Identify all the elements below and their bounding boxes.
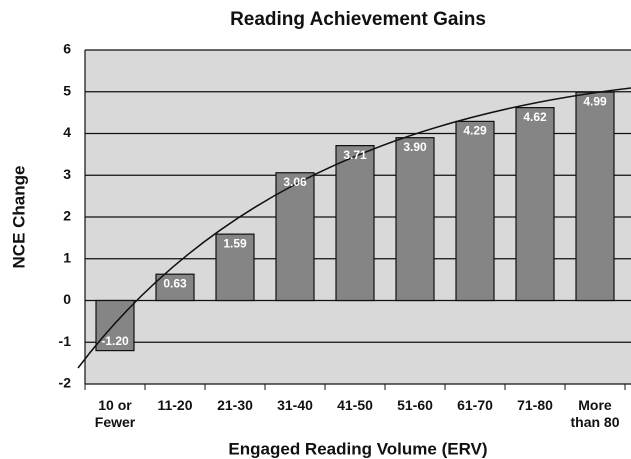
x-tick-label: 31-40 bbox=[277, 397, 313, 413]
labels: -2 -1 0 1 2 3 4 5 6 10 or Fewer -1.20 11-20 0.63 21-30… bbox=[59, 41, 620, 430]
x-tick-label: 71-80 bbox=[517, 397, 553, 413]
bar bbox=[275, 172, 315, 302]
value-label: 1.59 bbox=[223, 236, 247, 250]
bar bbox=[515, 107, 555, 302]
y-tick-label: 1 bbox=[63, 249, 71, 265]
y-tick-label: 0 bbox=[63, 291, 71, 307]
y-tick-label: 3 bbox=[63, 166, 71, 182]
x-tick-label: 21-30 bbox=[217, 397, 253, 413]
bars bbox=[95, 91, 615, 352]
x-tick-label: 51-60 bbox=[397, 397, 433, 413]
value-label: 4.29 bbox=[463, 124, 487, 138]
y-tick-label: -1 bbox=[59, 333, 72, 349]
bar bbox=[155, 273, 195, 302]
value-label: 0.63 bbox=[163, 276, 187, 290]
value-label: -1.20 bbox=[101, 334, 129, 348]
y-tick-label: 5 bbox=[63, 82, 71, 98]
x-axis-label: Engaged Reading Volume (ERV) bbox=[228, 439, 487, 458]
chart-title: Reading Achievement Gains bbox=[230, 9, 486, 30]
x-tick-label: 41-50 bbox=[337, 397, 373, 413]
trend-curve bbox=[77, 87, 631, 369]
y-tick-label: 2 bbox=[63, 208, 71, 224]
x-tick-label: More than 80 bbox=[570, 397, 619, 430]
value-label: 4.99 bbox=[583, 94, 607, 108]
bar bbox=[395, 137, 435, 302]
x-tick-label: 11-20 bbox=[157, 397, 192, 413]
value-label: 3.71 bbox=[343, 148, 367, 162]
y-tick-label: 6 bbox=[63, 41, 71, 57]
value-label: 4.62 bbox=[523, 110, 547, 124]
x-tick-label: 10 or Fewer bbox=[95, 397, 136, 430]
y-tick-label: -2 bbox=[59, 375, 72, 391]
bar bbox=[455, 120, 495, 302]
bar bbox=[575, 91, 615, 302]
value-label: 3.06 bbox=[283, 175, 307, 189]
x-tick-label: 61-70 bbox=[457, 397, 493, 413]
bar bbox=[335, 145, 375, 302]
bar bbox=[215, 233, 255, 302]
value-label: 3.90 bbox=[403, 140, 427, 154]
y-tick-label: 4 bbox=[63, 124, 71, 140]
y-axis-label: NCE Change bbox=[9, 166, 28, 269]
